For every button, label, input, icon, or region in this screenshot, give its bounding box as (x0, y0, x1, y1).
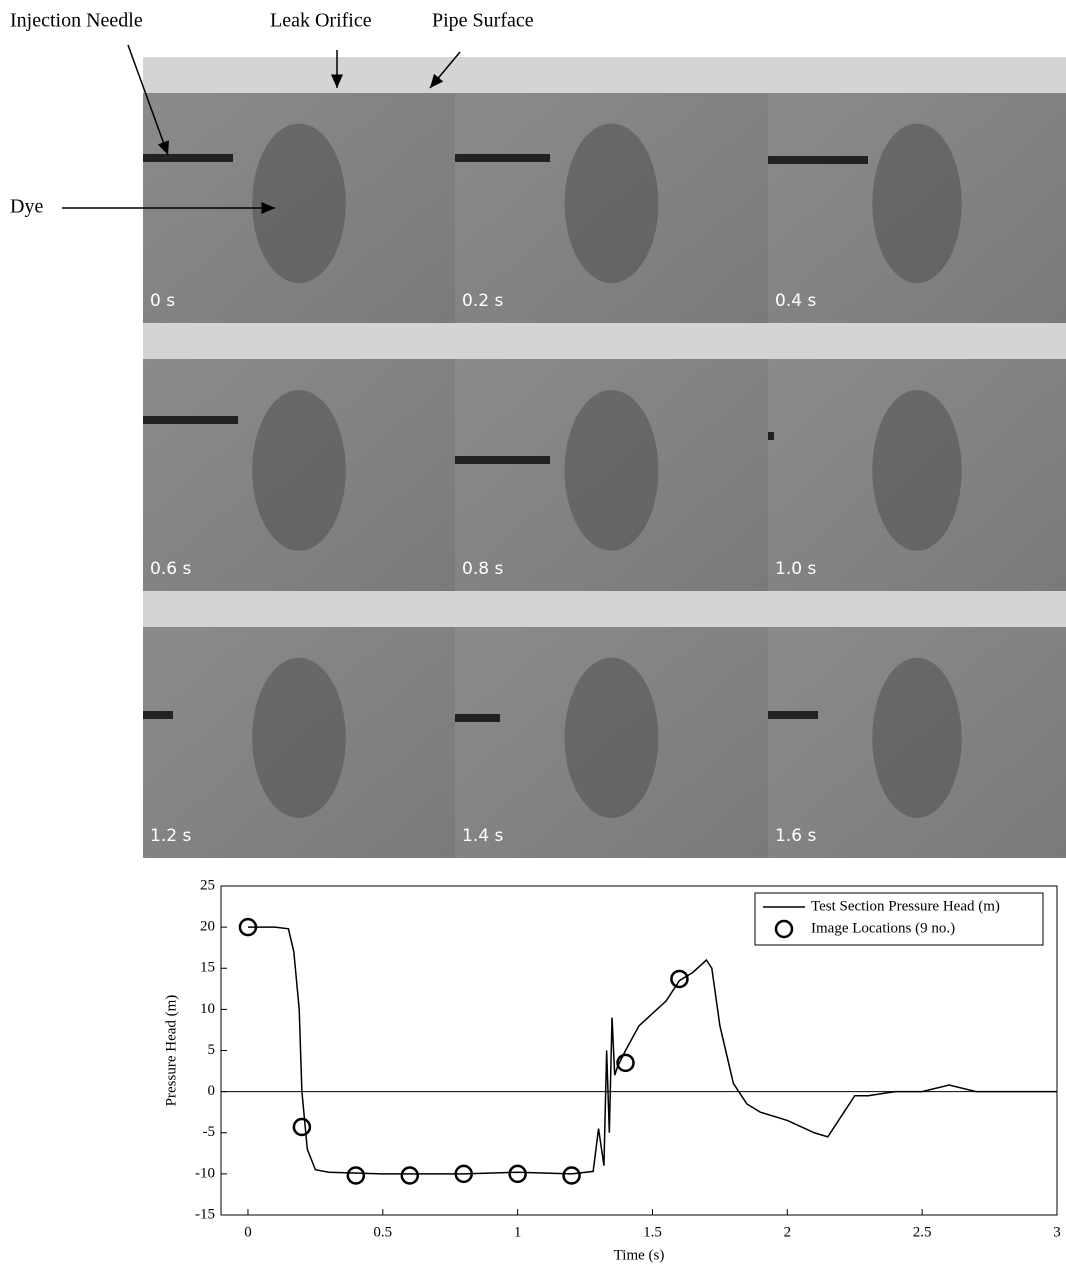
photo (455, 57, 768, 323)
dye (252, 123, 346, 284)
panel-label: 1.2 s (150, 826, 191, 846)
dye (252, 390, 346, 551)
image-location-marker (238, 917, 258, 937)
panel-label: 0.6 s (150, 559, 191, 579)
photo (143, 57, 455, 323)
panel-label: 1.6 s (775, 826, 816, 846)
panel-label: 0.4 s (775, 291, 816, 311)
photo (768, 57, 1066, 323)
image-location-marker (454, 1164, 473, 1184)
dye (564, 390, 659, 551)
arrow (429, 51, 461, 89)
annotation: Pipe Surface (432, 10, 534, 32)
y-tick-label: 25 (200, 877, 215, 893)
pipe-surface (768, 591, 1066, 627)
dye (872, 657, 962, 818)
dye (252, 657, 346, 818)
y-tick-label: -10 (195, 1165, 215, 1181)
y-tick-label: -15 (195, 1206, 215, 1222)
needle (768, 711, 818, 719)
chart: -15 -10 -5 0 5 10 15 20 25 0 0.5 1 1.5 2 2.5 3 Time (s) P… (163, 877, 1060, 1263)
y-tick-label: -5 (203, 1124, 216, 1140)
pipe-surface (143, 323, 455, 359)
photo (455, 591, 768, 858)
x-tick-label: 2 (784, 1224, 792, 1240)
photo (768, 591, 1066, 858)
image-location-marker (508, 1164, 527, 1184)
annotation: Leak Orifice (270, 10, 372, 32)
dye (564, 657, 659, 818)
panel-label: 0 s (150, 291, 175, 311)
needle (143, 416, 238, 424)
x-axis-label: Time (s) (614, 1247, 665, 1263)
image-location-marker (400, 1166, 420, 1185)
needle (455, 154, 550, 162)
pipe-surface (143, 591, 455, 627)
data-line (247, 926, 1057, 1175)
needle (455, 456, 550, 464)
needle (455, 714, 500, 722)
y-axis-label: Pressure Head (m) (163, 995, 179, 1107)
dye (872, 390, 962, 551)
needle (768, 432, 774, 440)
pipe-surface (768, 323, 1066, 359)
pipe-surface (143, 57, 455, 93)
legend-swatch (774, 919, 794, 939)
x-tick-label: 2.5 (913, 1224, 932, 1240)
annotation: Injection Needle (10, 10, 143, 32)
image-location-marker (292, 1117, 312, 1137)
x-tick-label: 0.5 (373, 1224, 392, 1240)
dye (872, 123, 962, 284)
arrow (127, 44, 170, 156)
needle (143, 154, 233, 162)
x-tick-label: 3 (1053, 1224, 1061, 1240)
pipe-surface (455, 323, 768, 359)
y-tick-label: 0 (208, 1083, 216, 1099)
panel-label: 1.0 s (775, 559, 816, 579)
x-tick-label: 0 (244, 1224, 252, 1240)
y-tick-label: 5 (208, 1042, 216, 1058)
panel-label: 1.4 s (462, 826, 503, 846)
y-tick-label: 15 (200, 960, 215, 976)
x-tick-label: 1 (514, 1224, 522, 1240)
y-tick-label: 20 (200, 919, 215, 935)
image-location-marker (562, 1166, 581, 1185)
legend-label: Image Locations (9 no.) (811, 920, 955, 936)
panel-label: 0.2 s (462, 291, 503, 311)
image-location-marker (616, 1053, 635, 1073)
photo (768, 323, 1066, 591)
panel-label: 0.8 s (462, 559, 503, 579)
pipe-surface (455, 57, 768, 93)
legend-box (754, 892, 1044, 946)
image-location-marker (670, 969, 689, 989)
dye (564, 123, 659, 284)
photo (143, 323, 455, 591)
x-tick-label: 1.5 (643, 1224, 662, 1240)
legend-label: Test Section Pressure Head (m) (811, 898, 1000, 914)
needle (768, 156, 868, 164)
annotation: Dye (10, 196, 43, 218)
pipe-surface (455, 591, 768, 627)
photo (143, 591, 455, 858)
photo-grid: 0 s 0.2 s 0.4 s 0.6 s 0.8 s 1.0 s 1.2 s 1.4 s 1.… (143, 57, 1066, 858)
needle (143, 711, 173, 719)
image-location-marker (346, 1166, 366, 1185)
y-tick-label: 10 (200, 1001, 215, 1017)
pipe-surface (768, 57, 1066, 93)
